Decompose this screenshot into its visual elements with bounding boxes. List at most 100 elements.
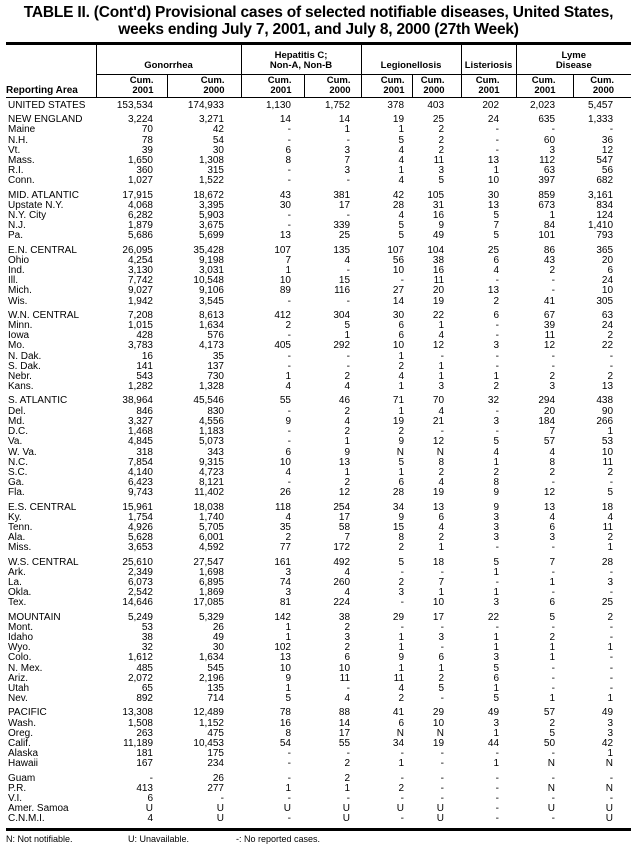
top-rule xyxy=(6,42,631,45)
cell-value: 8 xyxy=(549,456,556,468)
cell-value: 4 xyxy=(285,466,291,478)
cell-value: 41 xyxy=(392,707,405,719)
cell-value: 3 xyxy=(438,381,445,393)
cell-value: 3 xyxy=(549,381,556,393)
table-row: N.H. 78 54 - - 5 2 - 60 36 xyxy=(6,134,631,146)
cell-value: - xyxy=(440,748,445,760)
cell-value: - xyxy=(609,350,614,362)
reporting-area: Ky. xyxy=(8,511,22,523)
cell-value: 1,522 xyxy=(198,175,224,187)
cell-value: 26 xyxy=(212,772,224,784)
region-row: E.N. CENTRAL 26,095 35,428 107 135 107 104 25 86… xyxy=(6,244,631,256)
table-row: Oreg. 263 475 8 17 N N 1 5 3 xyxy=(6,728,631,739)
title-line-1: TABLE II. (Cont'd) Provisional cases of … xyxy=(23,4,614,21)
table-row: C.N.M.I. 4 U - U - U - - U xyxy=(6,814,631,824)
cell-value: 14 xyxy=(392,295,405,307)
cell-value: 36 xyxy=(601,134,614,146)
table-row: Tenn. 4,926 5,705 35 58 15 4 3 6 11 xyxy=(6,522,631,533)
cell-value: 3,395 xyxy=(198,199,224,211)
cell-value: 1,879 xyxy=(127,220,153,232)
cell-value: - xyxy=(609,621,614,633)
cell-value: 13 xyxy=(543,501,556,513)
reporting-area: NEW ENGLAND xyxy=(8,114,83,126)
cell-value: 13 xyxy=(601,381,614,393)
cell-value: - xyxy=(551,587,556,599)
cell-value: - xyxy=(440,566,445,578)
cell-value: 6,001 xyxy=(198,532,224,544)
cell-value: 22 xyxy=(601,340,614,352)
cell-value: 1 xyxy=(398,466,405,478)
table-row: Wyo. 32 30 102 2 1 - 1 1 1 xyxy=(6,642,631,653)
column-header: Cum. 2001 xyxy=(95,74,167,98)
cell-value: 3,224 xyxy=(127,114,153,126)
cell-value: - xyxy=(495,320,500,332)
reporting-area: Ga. xyxy=(8,477,25,489)
cell-value: 2 xyxy=(398,542,405,554)
cell-value: 1,740 xyxy=(198,511,224,523)
cell-value: 6,282 xyxy=(127,210,153,222)
cell-value: 1 xyxy=(493,758,500,770)
table-row: Ariz. 2,072 2,196 9 11 11 2 6 - - xyxy=(6,673,631,684)
cell-value: 5 xyxy=(398,556,405,568)
cell-value: 22 xyxy=(432,309,445,321)
cell-value: 8 xyxy=(493,477,500,489)
cell-value: - xyxy=(346,360,351,372)
cell-value: 12 xyxy=(543,487,556,499)
cell-value: 6 xyxy=(493,254,500,266)
reporting-area: UNITED STATES xyxy=(8,100,86,111)
cell-value: 22 xyxy=(487,611,500,623)
table-row: Ark. 2,349 1,698 3 4 - - 1 - - xyxy=(6,566,631,578)
cell-value: 5 xyxy=(607,487,614,499)
cell-value: 547 xyxy=(596,155,614,167)
cell-value: 1 xyxy=(344,124,351,136)
footnotes: N: Not notifiable. U: Unavailable. -: No… xyxy=(6,834,631,847)
cell-value: - xyxy=(440,772,445,784)
cell-value: 32 xyxy=(487,395,500,407)
cell-value: - xyxy=(287,210,291,222)
cell-value: 34 xyxy=(392,737,405,749)
cell-value: 6 xyxy=(285,144,291,156)
cell-value: 6 xyxy=(398,330,405,342)
cell-value: - xyxy=(400,813,405,825)
table-row: V.I. 6 - - - - - - - - xyxy=(6,793,631,804)
cell-value: U xyxy=(436,803,445,815)
cell-value: 4 xyxy=(493,265,500,277)
cell-value: 10 xyxy=(392,340,405,352)
cell-value: 54 xyxy=(212,134,224,146)
region-row: MID. ATLANTIC 17,915 18,672 43 381 42 105 30 859… xyxy=(6,190,631,201)
cell-value: 24 xyxy=(601,320,614,332)
cell-value: 3 xyxy=(344,631,351,643)
cell-value: 49 xyxy=(601,707,614,719)
cell-value: 5 xyxy=(438,682,445,694)
table-title: TABLE II. (Cont'd) Provisional cases of … xyxy=(6,4,631,38)
reporting-area: E.N. CENTRAL xyxy=(8,244,77,256)
cell-value: - xyxy=(609,124,614,136)
cell-value: 405 xyxy=(274,340,291,352)
cell-value: 8,613 xyxy=(198,309,224,321)
cell-value: 7 xyxy=(438,576,445,588)
reporting-area: MOUNTAIN xyxy=(8,611,61,623)
cell-value: 1 xyxy=(438,360,445,372)
reporting-area-header: Reporting Area xyxy=(6,74,96,98)
cell-value: 2 xyxy=(285,320,291,332)
cell-value: - xyxy=(400,275,405,287)
reporting-area: Maine xyxy=(8,124,36,136)
column-header: Cum. 2001 xyxy=(515,74,574,98)
cell-value: - xyxy=(287,748,291,760)
reporting-area: Ark. xyxy=(8,566,26,578)
cell-value: 2 xyxy=(344,772,351,784)
cell-value: 46 xyxy=(338,395,351,407)
cell-value: 7,742 xyxy=(127,275,153,287)
cell-value: - xyxy=(495,360,500,372)
cell-value: 12 xyxy=(432,436,445,448)
cell-value: 10 xyxy=(279,275,291,287)
cell-value: 24 xyxy=(601,275,614,287)
cell-value: 2 xyxy=(344,405,351,417)
cell-value: 4 xyxy=(344,566,351,578)
reporting-area: Iowa xyxy=(8,330,30,342)
reporting-area: Mass. xyxy=(8,155,35,167)
cell-value: 11 xyxy=(602,456,614,468)
cell-value: - xyxy=(609,662,614,674)
cell-value: 1 xyxy=(344,782,351,794)
reporting-area: C.N.M.I. xyxy=(8,813,45,825)
